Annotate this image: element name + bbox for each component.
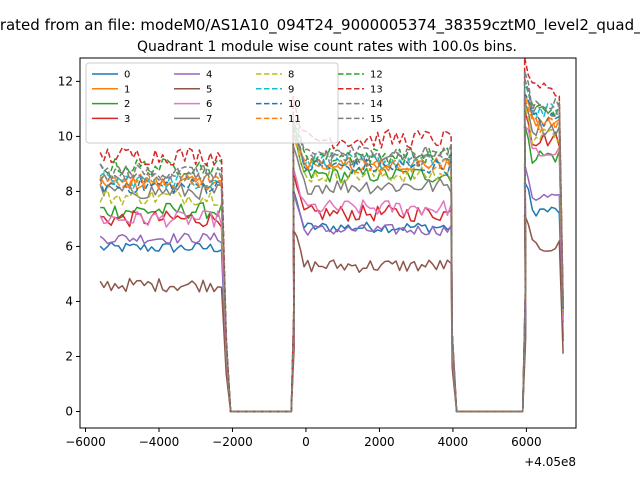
legend-label-8: 8 bbox=[288, 70, 294, 81]
series-line-8 bbox=[99, 102, 564, 413]
y-tick-label: 6 bbox=[65, 239, 73, 253]
series-line-0 bbox=[99, 181, 564, 413]
x-tick-label: −4000 bbox=[139, 435, 180, 449]
x-tick-label: −2000 bbox=[212, 435, 253, 449]
legend-label-5: 5 bbox=[206, 84, 212, 95]
series-line-6 bbox=[99, 125, 564, 413]
legend-label-6: 6 bbox=[206, 99, 212, 110]
axes-frame bbox=[79, 57, 577, 429]
x-tick-label: −6000 bbox=[65, 435, 106, 449]
x-axis: −6000 −4000 −2000 0 2000 4000 6000 bbox=[65, 428, 542, 449]
series-line-12 bbox=[99, 77, 564, 413]
series-line-10 bbox=[99, 92, 564, 413]
x-offset-label: +4.05e8 bbox=[524, 455, 576, 469]
legend-label-15: 15 bbox=[370, 114, 383, 125]
series-line-4 bbox=[99, 163, 564, 413]
legend-label-11: 11 bbox=[288, 114, 301, 125]
y-tick-label: 0 bbox=[65, 404, 73, 418]
legend-label-3: 3 bbox=[124, 114, 130, 125]
y-axis: 0 2 4 6 8 10 12 bbox=[58, 74, 80, 418]
x-tick-label: 6000 bbox=[511, 435, 542, 449]
x-tick-label: 2000 bbox=[364, 435, 395, 449]
x-tick-label: 0 bbox=[302, 435, 310, 449]
y-tick-label: 8 bbox=[65, 184, 73, 198]
series-line-5 bbox=[99, 213, 564, 413]
legend-label-0: 0 bbox=[124, 70, 130, 81]
chart-title: Quadrant 1 module wise count rates with … bbox=[137, 39, 517, 55]
plot-series-group bbox=[99, 56, 564, 413]
y-tick-label: 10 bbox=[58, 129, 73, 143]
series-line-15 bbox=[99, 70, 564, 413]
legend-label-10: 10 bbox=[288, 99, 301, 110]
legend-label-1: 1 bbox=[124, 84, 130, 95]
legend-label-9: 9 bbox=[288, 84, 294, 95]
legend-label-14: 14 bbox=[370, 99, 383, 110]
x-tick-label: 4000 bbox=[438, 435, 469, 449]
series-line-14 bbox=[99, 78, 564, 413]
y-tick-label: 2 bbox=[65, 349, 73, 363]
y-tick-label: 4 bbox=[65, 294, 73, 308]
y-tick-label: 12 bbox=[58, 74, 73, 88]
figure-suptitle: Plot generated from an file: modeM0/AS1A… bbox=[0, 16, 640, 35]
legend-label-4: 4 bbox=[206, 70, 212, 81]
legend-label-7: 7 bbox=[206, 114, 212, 125]
series-line-11 bbox=[99, 97, 564, 413]
legend-label-12: 12 bbox=[370, 70, 383, 81]
legend-label-13: 13 bbox=[370, 84, 383, 95]
legend-label-2: 2 bbox=[124, 99, 130, 110]
